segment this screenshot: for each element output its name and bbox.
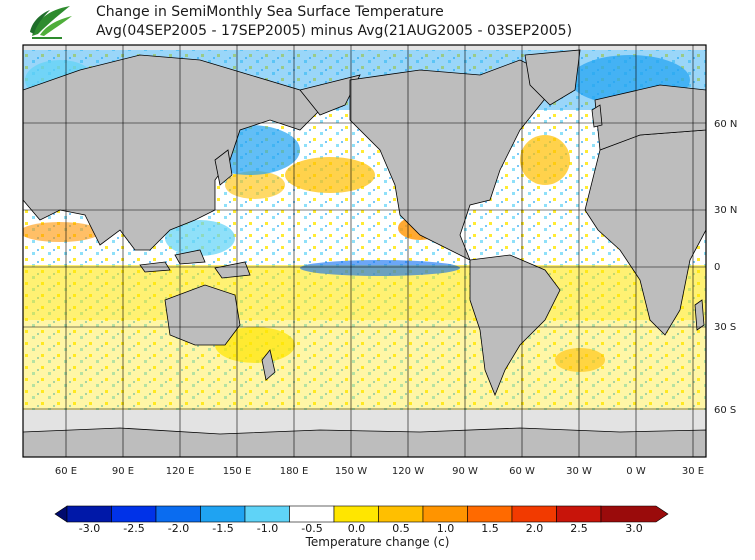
lon-label-90w: 90 W [452,466,478,477]
colorbar-tick-label: 1.0 [437,522,455,535]
colorbar-tick-label: 1.5 [481,522,499,535]
colorbar-title: Temperature change (c) [305,535,450,549]
colorbar-swatch [556,505,602,523]
lon-label-180e: 180 E [280,466,309,477]
colorbar-tick-label: -2.0 [168,522,189,535]
lat-label-0: 0 [714,262,720,273]
lon-label-30e: 30 E [682,466,704,477]
map-title: Change in SemiMonthly Sea Surface Temper… [96,4,444,20]
lat-label-60n: 60 N [714,119,737,130]
lon-label-30w: 30 W [566,466,592,477]
lon-label-60e: 60 E [55,466,77,477]
colorbar-swatch [111,505,157,523]
lon-label-90e: 90 E [112,466,134,477]
colorbar-tick-label: -0.5 [301,522,322,535]
colorbar-tick-label: -2.5 [123,522,144,535]
colorbar-tick-label: -1.0 [257,522,278,535]
colorbar-tick-label: 2.0 [526,522,544,535]
colorbar-swatch [467,505,513,523]
colorbar-tick-label: 0.5 [392,522,410,535]
lat-label-30s: 30 S [714,322,736,333]
colorbar-tick-label: -3.0 [79,522,100,535]
colorbar-swatch [333,505,379,523]
colorbar-swatch [511,505,557,523]
lat-label-30n: 30 N [714,205,737,216]
colorbar-tick-label: 0.0 [348,522,366,535]
lon-label-60w: 60 W [509,466,535,477]
colorbar-swatch [155,505,201,523]
map-frame [22,44,707,458]
colorbar-swatch [244,505,290,523]
colorbar-min-arrow [54,505,68,523]
colorbar-tick-label: 3.0 [625,522,643,535]
colorbar-swatch [200,505,246,523]
map-subtitle: Avg(04SEP2005 - 17SEP2005) minus Avg(21A… [96,23,573,39]
lon-label-0w: 0 W [626,466,646,477]
lon-label-150w: 150 W [335,466,367,477]
colorbar [54,505,669,523]
logo-icon [30,6,72,39]
lon-label-150e: 150 E [223,466,252,477]
colorbar-swatch [378,505,424,523]
colorbar-swatch [66,505,112,523]
lon-label-120w: 120 W [392,466,424,477]
graticule [23,45,706,457]
colorbar-max-arrow [600,505,669,523]
lon-label-120e: 120 E [166,466,195,477]
colorbar-swatch [289,505,335,523]
lat-label-60s: 60 S [714,405,736,416]
colorbar-tick-label: 2.5 [570,522,588,535]
sst-field [23,45,706,457]
colorbar-tick-label: -1.5 [212,522,233,535]
colorbar-swatch [422,505,468,523]
